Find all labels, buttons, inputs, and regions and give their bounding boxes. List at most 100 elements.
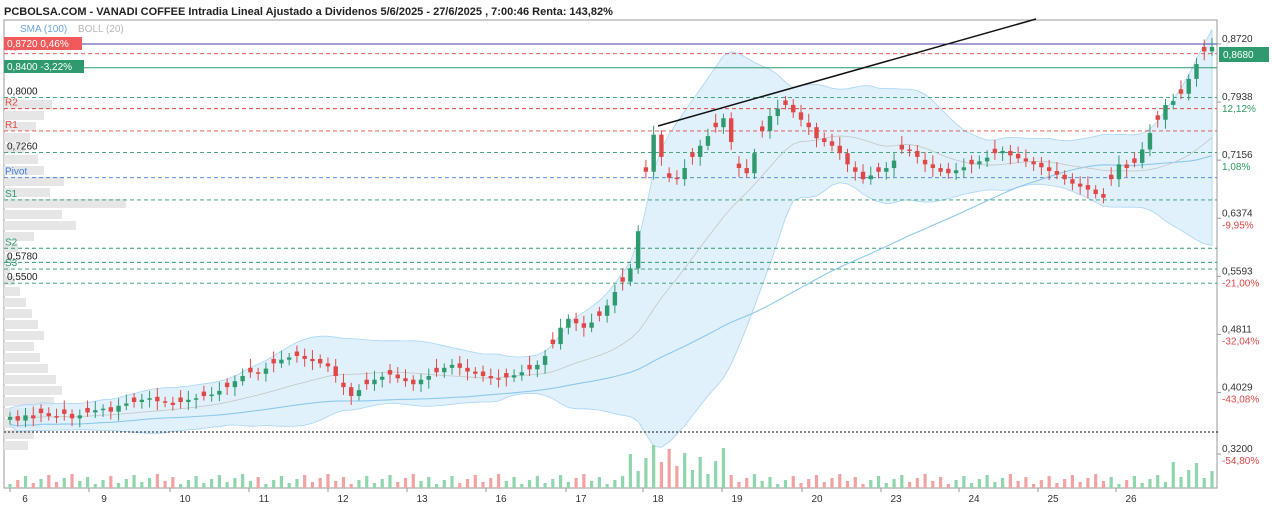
low-badge-text: 0,8400 -3,22% bbox=[7, 62, 72, 73]
x-tick-label: 19 bbox=[731, 494, 743, 505]
volume-bar bbox=[830, 478, 834, 488]
volume-bar bbox=[1148, 479, 1152, 488]
candle-down bbox=[876, 167, 881, 172]
volume-bar bbox=[16, 480, 20, 488]
price-mark-label: 0,7260 bbox=[7, 141, 38, 152]
profile-bar bbox=[4, 177, 64, 186]
volume-bar bbox=[54, 482, 59, 488]
volume-bar bbox=[419, 481, 423, 488]
candle-down bbox=[597, 311, 602, 316]
chart-title: PCBOLSA.COM - VANADI COFFEE Intradia Lin… bbox=[4, 6, 613, 18]
candle-up bbox=[263, 368, 269, 374]
volume-bar bbox=[380, 479, 384, 488]
volume-bar bbox=[613, 480, 617, 488]
level-label-r2: R2 bbox=[5, 98, 18, 109]
x-tick-label: 20 bbox=[811, 494, 823, 505]
volume-bar bbox=[861, 484, 865, 488]
volume-bar bbox=[1163, 482, 1168, 488]
boll-legend[interactable]: BOLL (20) bbox=[78, 24, 124, 35]
candle-up bbox=[1163, 104, 1168, 120]
candle-up bbox=[286, 357, 292, 360]
candle-down bbox=[1155, 115, 1160, 120]
x-tick-label: 18 bbox=[652, 494, 664, 505]
candle-down bbox=[1124, 164, 1129, 169]
volume-bar bbox=[1047, 476, 1051, 488]
volume-bar bbox=[31, 483, 35, 488]
y-tick-label: 0,5593 bbox=[1222, 266, 1253, 277]
volume-bar bbox=[434, 484, 439, 488]
profile-bar bbox=[4, 353, 40, 362]
candle-down bbox=[1178, 89, 1184, 94]
candle-down bbox=[837, 145, 842, 154]
candle-down bbox=[341, 382, 346, 388]
volume-bar bbox=[1078, 482, 1082, 488]
x-tick-label: 23 bbox=[890, 494, 902, 505]
volume-bar bbox=[101, 480, 105, 488]
candle-down bbox=[108, 407, 114, 412]
candle-down bbox=[488, 376, 493, 379]
candle-up bbox=[558, 327, 563, 345]
volume-bar bbox=[853, 477, 857, 488]
level-label-s2: S2 bbox=[5, 237, 18, 248]
volume-bar bbox=[225, 482, 229, 488]
profile-bar bbox=[4, 298, 26, 307]
candle-up bbox=[209, 394, 214, 397]
volume-bar bbox=[272, 480, 276, 488]
candle-down bbox=[791, 104, 796, 113]
profile-bar bbox=[4, 155, 38, 164]
x-tick-label: 9 bbox=[101, 494, 107, 505]
volume-bar bbox=[450, 476, 454, 488]
profile-bar bbox=[4, 364, 48, 373]
volume-bar bbox=[1055, 483, 1059, 488]
candle-up bbox=[1140, 149, 1145, 163]
candle-up bbox=[124, 403, 129, 406]
volume-bar bbox=[1032, 484, 1036, 488]
candle-down bbox=[224, 382, 230, 388]
x-tick-label: 17 bbox=[575, 494, 587, 505]
volume-bar bbox=[907, 482, 912, 488]
volume-bar bbox=[760, 481, 764, 488]
last-price-badge bbox=[1219, 47, 1269, 62]
profile-bar bbox=[4, 331, 44, 340]
volume-bar bbox=[845, 481, 850, 488]
volume-bar bbox=[977, 479, 981, 488]
volume-bar bbox=[85, 477, 90, 488]
candle-up bbox=[356, 390, 362, 397]
volume-bar bbox=[690, 470, 695, 488]
volume-bar bbox=[109, 476, 113, 488]
volume-bar bbox=[1125, 480, 1129, 488]
candle-up bbox=[193, 398, 199, 400]
candle-down bbox=[170, 402, 176, 405]
volume-bar bbox=[551, 479, 555, 488]
candle-up bbox=[240, 376, 245, 382]
volume-bar bbox=[264, 484, 268, 488]
volume-bar bbox=[923, 474, 927, 488]
candle-up bbox=[186, 399, 191, 403]
volume-bar bbox=[628, 454, 632, 488]
candle-down bbox=[783, 100, 788, 105]
volume-bar bbox=[574, 478, 578, 488]
volume-bar bbox=[737, 482, 741, 488]
candle-up bbox=[380, 376, 385, 380]
profile-bar bbox=[4, 309, 32, 318]
sma-legend[interactable]: SMA (100) bbox=[20, 24, 67, 35]
volume-bar bbox=[838, 474, 842, 488]
volume-bar bbox=[1070, 475, 1075, 488]
candle-up bbox=[7, 416, 13, 420]
volume-bar bbox=[465, 479, 470, 488]
candle-down bbox=[178, 397, 183, 403]
candle-down bbox=[620, 277, 625, 282]
candle-down bbox=[38, 408, 44, 414]
volume-bar bbox=[605, 484, 609, 488]
volume-bar bbox=[698, 457, 702, 488]
candle-down bbox=[1101, 194, 1106, 198]
candle-down bbox=[907, 149, 912, 151]
candle-up bbox=[418, 379, 424, 385]
profile-bar bbox=[4, 386, 62, 395]
volume-bar bbox=[256, 477, 260, 488]
volume-bar bbox=[1016, 481, 1020, 488]
trend-line[interactable] bbox=[657, 18, 1037, 127]
candle-down bbox=[201, 391, 207, 397]
volume-bar bbox=[729, 475, 733, 488]
candle-up bbox=[721, 118, 726, 128]
